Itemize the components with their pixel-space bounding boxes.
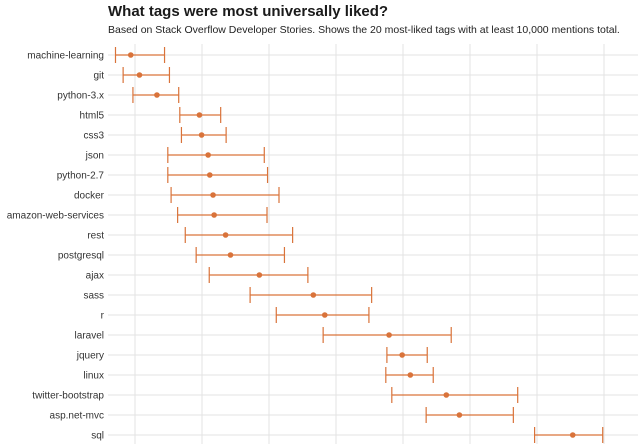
y-tick-label: rest: [87, 231, 104, 242]
data-point: [227, 252, 234, 258]
error-bar: [391, 387, 519, 403]
error-bar: [170, 187, 280, 203]
data-point: [205, 152, 211, 158]
error-bar: [195, 247, 286, 263]
error-bar: [533, 427, 604, 443]
data-marks: [114, 47, 604, 443]
y-tick-label: sql: [91, 431, 104, 442]
y-tick-label: docker: [74, 191, 105, 202]
grid-layer: [108, 44, 638, 444]
y-tick-label: jquery: [76, 351, 104, 362]
chart-subtitle: Based on Stack Overflow Developer Storie…: [108, 24, 620, 36]
data-point: [211, 212, 217, 218]
data-point: [198, 132, 205, 138]
error-bar: [177, 207, 268, 223]
data-point: [321, 312, 328, 318]
y-tick-labels: machine-learning git python-3.x html5 css3 js…: [7, 51, 105, 442]
y-tick-label: linux: [83, 371, 104, 382]
y-tick-label: json: [85, 151, 104, 162]
y-tick-label: postgresql: [58, 251, 104, 262]
data-point: [407, 372, 414, 378]
y-tick-label: laravel: [75, 331, 104, 342]
data-point: [569, 432, 576, 438]
data-point: [386, 332, 392, 338]
y-tick-label: twitter-bootstrap: [32, 391, 104, 402]
error-bar: [167, 147, 265, 163]
y-tick-label: html5: [80, 111, 105, 122]
data-point: [127, 52, 134, 58]
y-tick-label: python-3.x: [57, 91, 104, 102]
y-tick-label: css3: [83, 131, 104, 142]
error-bar: [184, 227, 294, 243]
error-bar: [114, 47, 166, 63]
data-point: [256, 272, 263, 278]
y-tick-label: amazon-web-services: [7, 211, 104, 222]
data-point: [399, 352, 405, 358]
error-bar: [122, 67, 171, 83]
data-point: [210, 192, 216, 198]
y-tick-label: git: [93, 71, 104, 82]
y-tick-label: sass: [83, 291, 104, 302]
error-bar: [425, 407, 514, 423]
data-point: [154, 92, 160, 98]
data-point: [136, 72, 143, 78]
y-tick-label: asp.net-mvc: [50, 411, 104, 422]
data-point: [456, 412, 463, 418]
data-point: [222, 232, 229, 238]
data-point: [443, 392, 450, 398]
data-point: [196, 112, 203, 118]
data-point: [206, 172, 213, 178]
y-tick-label: r: [101, 311, 105, 322]
error-bar: [386, 347, 428, 363]
error-bar: [167, 167, 269, 183]
y-tick-label: machine-learning: [27, 51, 104, 62]
data-point: [310, 292, 317, 298]
y-tick-label: ajax: [86, 271, 104, 282]
y-tick-label: python-2.7: [57, 171, 105, 182]
chart-title: What tags were most universally liked?: [108, 3, 389, 20]
